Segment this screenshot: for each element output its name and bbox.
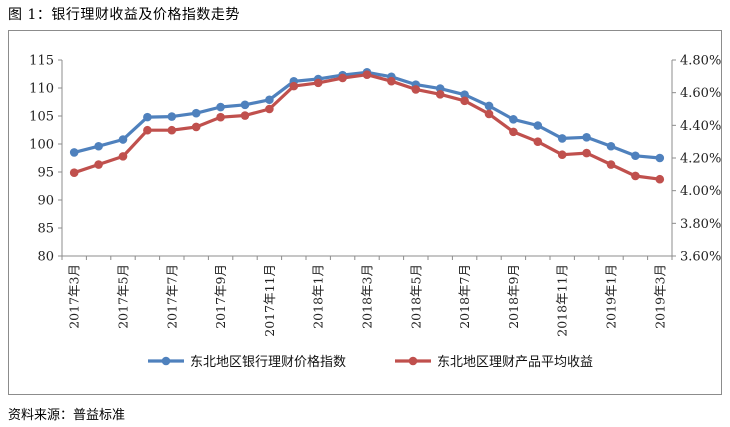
chart-frame — [8, 30, 722, 395]
series-2-point — [69, 168, 79, 177]
series-2-point — [313, 78, 323, 88]
right-tick-label: 4.20% — [680, 152, 721, 167]
series-2-point — [265, 104, 274, 114]
x-tick-label: 2018年5月 — [408, 264, 423, 329]
series-2-point — [631, 171, 640, 181]
x-tick-label: 2017年7月 — [164, 264, 179, 329]
series-1-point — [167, 112, 177, 121]
series-layer — [69, 68, 665, 184]
series-2-point — [240, 111, 250, 120]
series-2-point — [411, 85, 421, 94]
series-2-point — [94, 160, 103, 169]
series-1-point — [118, 135, 128, 144]
series-2-point — [387, 76, 396, 86]
series-2-point — [460, 96, 469, 106]
figure-title: 图 1：银行理财收益及价格指数走势 — [8, 7, 240, 23]
legend-label-1: 东北地区银行理财价格指数 — [190, 354, 346, 370]
series-1-point — [606, 141, 616, 151]
left-tick-label: 110 — [29, 82, 54, 97]
series-2-point — [216, 112, 225, 122]
left-tick-label: 100 — [29, 138, 54, 153]
series-2-point — [289, 81, 299, 91]
right-tick-label: 4.40% — [680, 119, 721, 134]
x-tick-label: 2017年9月 — [213, 264, 228, 329]
series-2-point — [655, 174, 665, 184]
series-1-point — [509, 115, 518, 124]
right-y-axis: 3.60% 3.80% 4.00% 4.20% 4.40% 4.60% 4.80% — [671, 54, 721, 265]
series-1-point — [655, 153, 665, 163]
series-1-point — [216, 102, 225, 112]
x-axis: 2017年3月 2017年5月 2017年7月 2017年9月 2017年11月 2018… — [61, 255, 673, 337]
series-2-point — [362, 70, 372, 79]
series-2-point — [484, 109, 494, 119]
left-y-axis: 80 85 90 95 100 105 110 115 — [29, 54, 63, 265]
legend-marker-2 — [408, 356, 418, 366]
right-tick-label: 4.60% — [680, 86, 721, 101]
series-2-point — [606, 160, 616, 169]
x-tick-label: 2017年11月 — [262, 264, 277, 337]
left-tick-label: 80 — [37, 250, 54, 265]
series-2-point — [191, 122, 201, 132]
series-1-point — [631, 151, 640, 161]
series-2-point — [167, 125, 177, 135]
right-tick-label: 4.80% — [680, 54, 721, 69]
series-1-point — [191, 108, 201, 118]
series-2-point — [582, 148, 591, 158]
x-tick-label: 2017年5月 — [116, 264, 131, 329]
x-tick-label: 2018年11月 — [555, 264, 570, 337]
series-1-point — [557, 134, 567, 143]
series-2-point — [509, 127, 518, 137]
series-1-point — [240, 100, 250, 110]
series-1-point — [69, 148, 79, 157]
right-tick-label: 4.00% — [680, 184, 721, 199]
series-2-point — [557, 150, 567, 160]
left-tick-label: 85 — [37, 222, 54, 237]
series-2-point — [118, 152, 128, 161]
legend-marker-1 — [161, 356, 171, 366]
series-line-2 — [73, 73, 661, 181]
right-tick-label: 3.60% — [680, 250, 721, 265]
right-tick-label: 3.80% — [680, 217, 721, 232]
series-1-point — [582, 132, 591, 142]
left-tick-label: 95 — [37, 166, 54, 181]
series-2-point — [143, 125, 152, 135]
left-tick-label: 105 — [29, 110, 54, 125]
line-chart: 80 85 90 95 100 105 110 115 3.60% 3.80% 4.00% 4.20… — [29, 54, 721, 371]
x-tick-label: 2018年9月 — [506, 264, 521, 329]
x-tick-label: 2018年1月 — [311, 264, 326, 329]
series-2-point — [338, 73, 347, 83]
series-2-point — [533, 137, 543, 146]
series-2-point — [435, 90, 445, 99]
x-tick-label: 2017年3月 — [67, 264, 82, 329]
series-1-point — [265, 95, 274, 105]
series-1-point — [533, 121, 543, 130]
legend-label-2: 东北地区理财产品平均收益 — [437, 355, 593, 370]
series-1-point — [143, 112, 152, 122]
left-tick-label: 90 — [37, 194, 54, 209]
chart-legend: 东北地区银行理财价格指数 东北地区理财产品平均收益 — [148, 354, 593, 370]
series-1-point — [460, 90, 469, 100]
left-tick-label: 115 — [29, 54, 54, 69]
series-line-1 — [73, 70, 660, 160]
series-1-point — [484, 101, 494, 111]
source-note: 资料来源：普益标准 — [8, 408, 126, 423]
x-tick-label: 2018年3月 — [360, 264, 375, 329]
x-tick-label: 2019年3月 — [652, 264, 667, 329]
x-tick-label: 2018年7月 — [457, 264, 472, 329]
series-1-point — [94, 141, 103, 151]
x-tick-label: 2019年1月 — [604, 264, 619, 329]
